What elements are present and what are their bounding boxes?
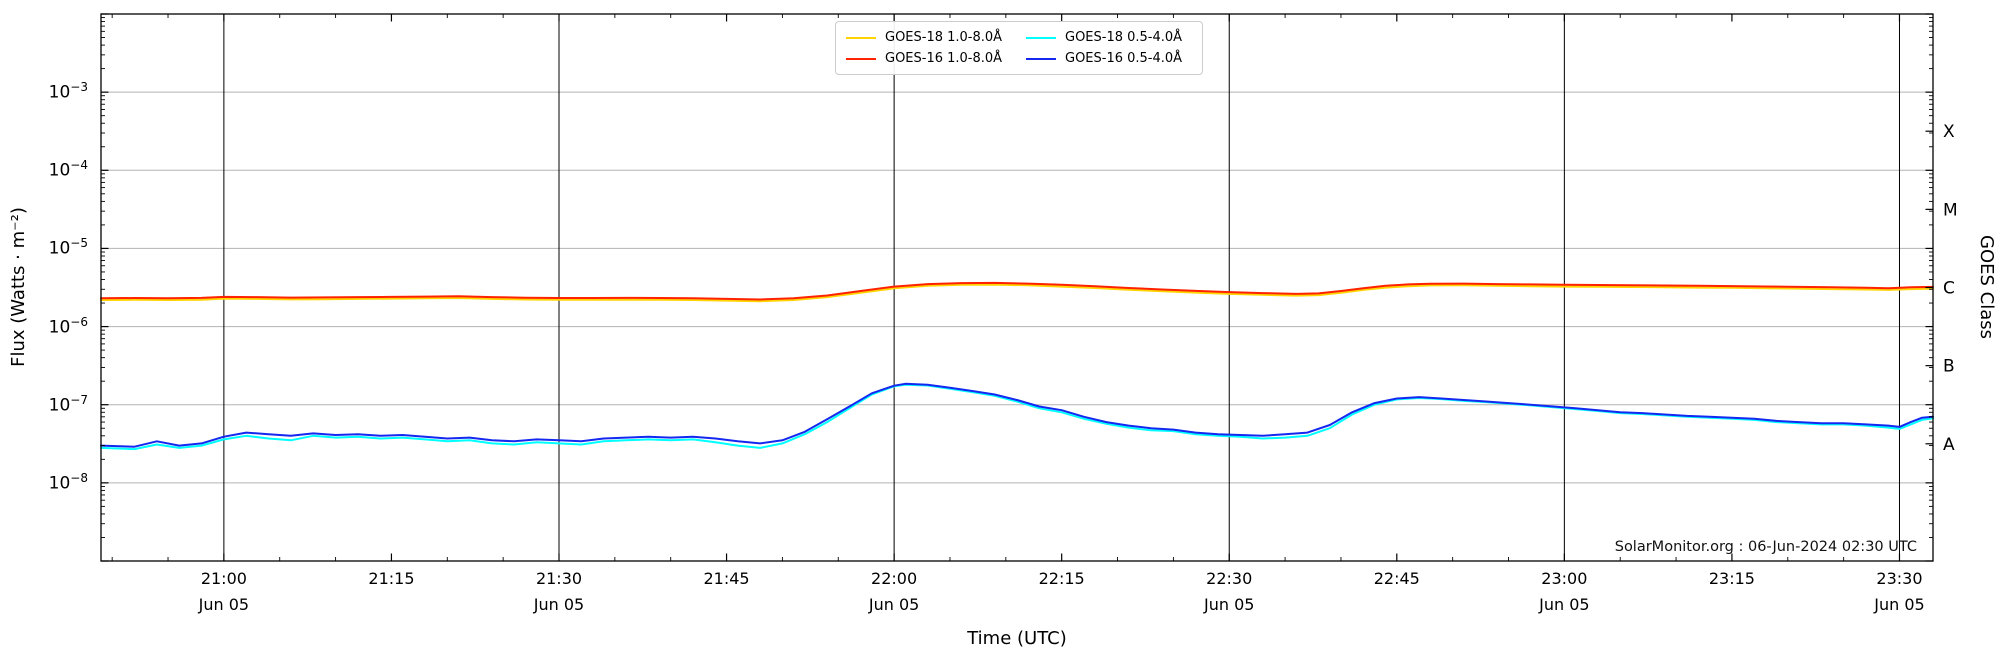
legend-line-swatch xyxy=(1026,57,1056,60)
legend-entry-goes16_long: GOES-16 1.0-8.0Å xyxy=(846,48,1012,69)
legend-label: GOES-18 1.0-8.0Å xyxy=(885,30,1003,45)
legend-label: GOES-16 1.0-8.0Å xyxy=(885,51,1003,66)
series-goes18_short xyxy=(100,383,1934,451)
legend-entry-goes18_short: GOES-18 0.5-4.0Å xyxy=(1026,27,1192,48)
goes-class-label: B xyxy=(1943,357,1955,377)
goes-class-label: A xyxy=(1943,435,1955,455)
legend-line-swatch xyxy=(846,57,876,60)
goes-class-label: C xyxy=(1943,279,1955,299)
y-axis-title-left: Flux (Watts · m⁻²) xyxy=(8,207,29,367)
legend: GOES-18 1.0-8.0Å GOES-16 1.0-8.0Å GOES-18 … xyxy=(835,21,1203,75)
legend-label: GOES-18 0.5-4.0Å xyxy=(1065,30,1183,45)
series-layer xyxy=(100,281,1934,451)
series-goes16_short xyxy=(100,382,1934,448)
legend-entry-goes18_long: GOES-18 1.0-8.0Å xyxy=(846,27,1012,48)
y-axis-title-right: GOES Class xyxy=(1976,235,1997,339)
legend-entry-goes16_short: GOES-16 0.5-4.0Å xyxy=(1026,48,1192,69)
legend-label: GOES-16 0.5-4.0Å xyxy=(1065,51,1183,66)
legend-line-swatch xyxy=(846,36,876,39)
watermark-text: SolarMonitor.org : 06-Jun-2024 02:30 UTC xyxy=(1615,539,1917,555)
series-goes18_long xyxy=(100,283,1934,303)
x-axis-title: Time (UTC) xyxy=(966,628,1067,649)
goes-class-label: M xyxy=(1943,200,1958,220)
series-goes16_long xyxy=(100,281,1934,301)
axes-layer: A B C M X xyxy=(100,13,1958,562)
goes-class-label: X xyxy=(1943,122,1955,142)
grid-layer xyxy=(101,14,1933,561)
legend-line-swatch xyxy=(1026,36,1056,39)
